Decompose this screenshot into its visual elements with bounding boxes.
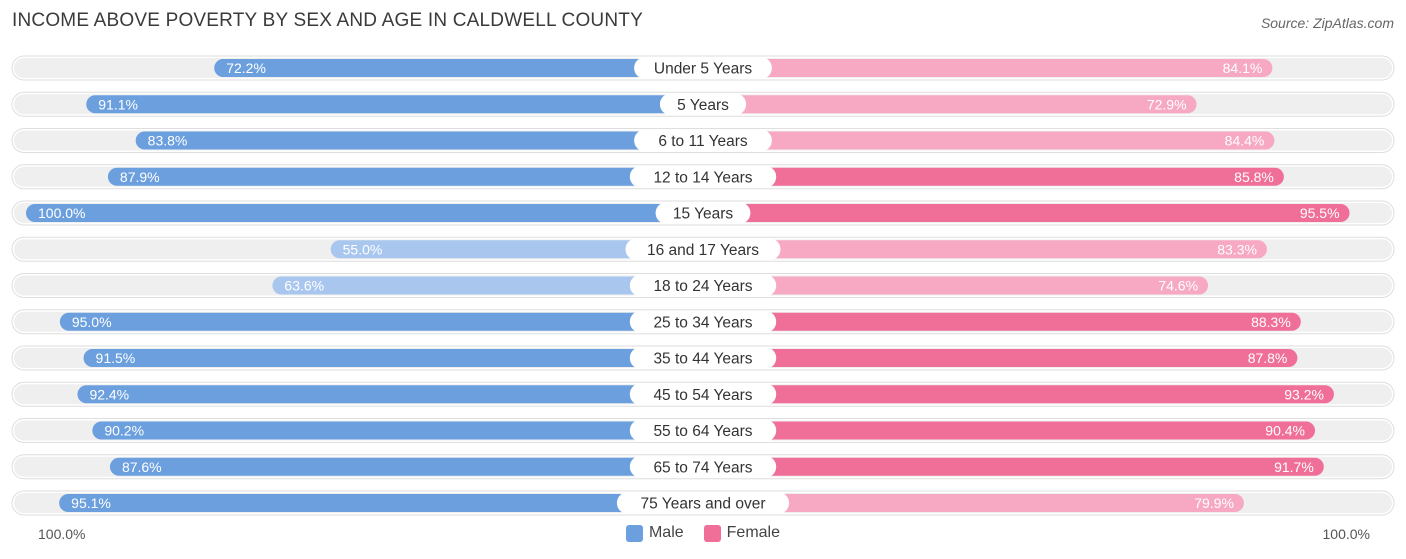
category-label: 18 to 24 Years: [653, 278, 752, 295]
category-label: 25 to 34 Years: [653, 314, 752, 331]
legend-item-male[interactable]: Male: [625, 524, 684, 542]
bar-male: [214, 59, 703, 77]
category-pill: [655, 202, 751, 224]
bar-male: [330, 240, 703, 259]
legend: Male Female: [0, 524, 1406, 542]
bar-male: [59, 494, 704, 512]
female-value-label: 95.5%: [1300, 205, 1340, 221]
female-value-label: 84.4%: [1225, 133, 1265, 149]
category-pill: [616, 492, 790, 514]
category-label: 75 Years and over: [641, 496, 766, 513]
bar-male: [107, 167, 704, 186]
legend-male-label: Male: [648, 524, 684, 541]
category-label: 16 and 17 Years: [647, 242, 759, 259]
male-value-label: 100.0%: [38, 205, 85, 221]
category-label: 12 to 14 Years: [653, 169, 752, 186]
category-label: 5 Years: [677, 97, 729, 114]
category-pill: [629, 419, 777, 442]
category-pill: [629, 274, 777, 297]
male-value-label: 72.2%: [226, 60, 266, 76]
male-value-label: 95.1%: [71, 495, 111, 511]
female-value-label: 83.3%: [1217, 241, 1257, 257]
category-pill: [629, 165, 777, 188]
category-pill: [659, 93, 747, 116]
bar-female: [703, 59, 1273, 77]
female-value-label: 91.7%: [1274, 459, 1314, 475]
axis-right-label: 100.0%: [1322, 526, 1370, 542]
female-value-label: 72.9%: [1147, 96, 1187, 112]
bar-male: [26, 204, 703, 222]
axis-left-label: 100.0%: [38, 526, 86, 542]
bar-female: [703, 167, 1284, 186]
bar-female: [703, 421, 1316, 440]
bar-female: [703, 95, 1197, 114]
category-label: 45 to 54 Years: [653, 387, 752, 404]
female-value-label: 87.8%: [1248, 350, 1288, 366]
category-label: Under 5 Years: [654, 61, 752, 78]
bar-male: [83, 349, 704, 367]
male-value-label: 83.8%: [148, 133, 188, 149]
male-value-label: 87.6%: [122, 459, 162, 475]
chart-canvas: 72.2% 84.1% Under 5 Years 91.1% 72.9% 5 Years…: [11, 55, 1395, 516]
category-label: 35 to 44 Years: [653, 351, 752, 368]
bar-female: [703, 131, 1275, 150]
male-swatch-icon: [625, 524, 643, 542]
category-pill: [634, 129, 772, 152]
female-value-label: 88.3%: [1251, 314, 1291, 330]
bar-female: [703, 385, 1334, 404]
male-value-label: 87.9%: [120, 169, 160, 185]
male-value-label: 55.0%: [343, 241, 383, 257]
category-label: 6 to 11 Years: [658, 133, 748, 150]
bar-female: [703, 457, 1324, 476]
category-pill: [629, 347, 777, 369]
female-value-label: 90.4%: [1265, 423, 1305, 439]
category-pill: [629, 310, 777, 333]
bar-female: [703, 276, 1209, 295]
male-value-label: 95.0%: [72, 314, 112, 330]
male-value-label: 92.4%: [89, 386, 129, 402]
bar-female: [703, 240, 1267, 259]
category-pill: [629, 455, 777, 478]
bar-male: [92, 421, 703, 440]
category-label: 65 to 74 Years: [653, 459, 752, 476]
male-value-label: 63.6%: [284, 278, 324, 294]
bar-male: [272, 276, 703, 295]
bar-male: [135, 131, 703, 150]
legend-female-label: Female: [726, 524, 781, 541]
source-credit: Source: ZipAtlas.com: [1260, 15, 1394, 31]
category-pill: [625, 238, 781, 261]
category-pill: [629, 383, 777, 406]
category-pill: [634, 57, 772, 79]
male-value-label: 90.2%: [104, 423, 144, 439]
legend-item-female[interactable]: Female: [703, 524, 781, 542]
male-value-label: 91.1%: [98, 96, 138, 112]
male-value-label: 91.5%: [96, 350, 136, 366]
bar-male: [109, 457, 703, 476]
bar-female: [703, 494, 1244, 512]
female-value-label: 79.9%: [1194, 495, 1234, 511]
female-value-label: 93.2%: [1284, 386, 1324, 402]
bar-female: [703, 312, 1301, 331]
female-value-label: 74.6%: [1158, 278, 1198, 294]
bar-female: [703, 204, 1350, 222]
category-label: 55 to 64 Years: [653, 423, 752, 440]
female-swatch-icon: [703, 524, 721, 542]
bar-female: [703, 349, 1298, 367]
chart-title: INCOME ABOVE POVERTY BY SEX AND AGE IN C…: [12, 10, 643, 31]
category-label: 15 Years: [673, 206, 734, 223]
bar-male: [77, 385, 703, 404]
female-value-label: 84.1%: [1223, 60, 1263, 76]
bar-male: [86, 95, 704, 114]
bar-male: [59, 312, 704, 331]
female-value-label: 85.8%: [1234, 169, 1274, 185]
